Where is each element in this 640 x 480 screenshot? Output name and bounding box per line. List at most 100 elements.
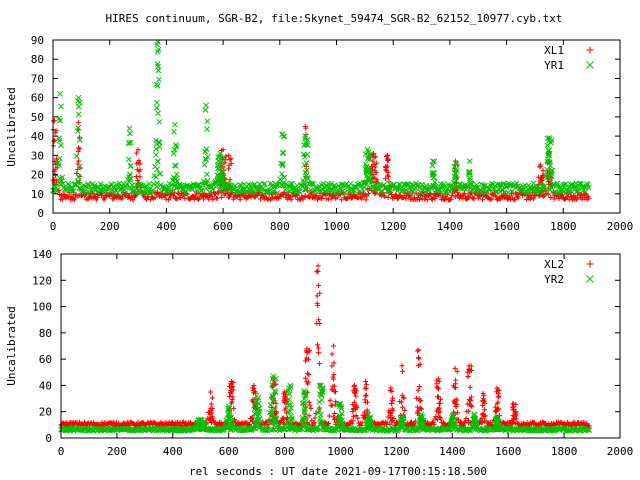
data-point <box>137 174 143 180</box>
data-point <box>144 197 150 203</box>
data-point <box>540 189 546 196</box>
data-point <box>153 183 160 190</box>
data-point <box>417 361 423 367</box>
data-point <box>222 160 228 166</box>
data-point <box>206 196 212 202</box>
data-point <box>76 145 82 151</box>
data-point <box>478 181 485 188</box>
data-point <box>505 189 511 196</box>
data-point <box>266 418 272 425</box>
y-tick-label: 0 <box>37 207 44 220</box>
data-point <box>495 406 501 412</box>
data-point <box>201 161 208 168</box>
data-point <box>384 420 390 426</box>
data-point <box>531 196 537 202</box>
data-point <box>468 394 474 400</box>
data-point <box>306 356 312 362</box>
data-point <box>432 196 438 202</box>
data-point <box>217 150 224 157</box>
data-point <box>304 136 311 143</box>
data-point <box>482 398 488 404</box>
data-point <box>316 361 322 367</box>
data-point <box>424 197 430 203</box>
x-tick-label: 600 <box>213 220 233 233</box>
data-point <box>75 94 82 101</box>
data-point <box>305 379 311 385</box>
y-tick-label: 100 <box>32 301 52 314</box>
data-point <box>547 162 554 169</box>
data-point <box>302 124 308 129</box>
data-point <box>75 179 82 186</box>
data-point <box>338 197 344 203</box>
data-point <box>194 190 200 196</box>
data-point <box>363 163 370 170</box>
data-point <box>83 189 90 196</box>
data-point <box>446 183 453 190</box>
data-point <box>306 194 312 200</box>
data-point <box>74 178 81 184</box>
data-point <box>288 417 295 424</box>
data-point <box>132 189 139 196</box>
data-point <box>332 402 338 408</box>
data-point <box>385 152 391 158</box>
data-point <box>216 166 223 173</box>
data-point <box>311 420 317 426</box>
data-point <box>227 157 233 163</box>
data-point <box>204 171 210 178</box>
data-point <box>389 400 395 406</box>
data-point <box>302 405 308 412</box>
data-point <box>355 415 361 421</box>
data-point <box>80 182 87 189</box>
data-point <box>220 147 226 153</box>
data-point <box>288 197 294 203</box>
data-point <box>303 160 310 166</box>
data-point <box>432 179 438 186</box>
data-point <box>462 419 468 425</box>
data-point <box>94 194 100 200</box>
x-tick-label: 400 <box>163 445 183 458</box>
data-point <box>349 421 355 427</box>
data-point <box>438 396 444 402</box>
data-point <box>148 197 154 203</box>
data-point <box>385 158 391 164</box>
data-point <box>438 416 444 422</box>
data-point <box>562 181 569 187</box>
data-point <box>400 395 406 401</box>
data-point <box>192 194 198 200</box>
data-point <box>58 103 64 110</box>
data-point <box>157 170 164 177</box>
data-point <box>333 399 339 405</box>
x-tick-label: 400 <box>156 220 176 233</box>
data-point <box>310 180 317 187</box>
data-point <box>127 130 133 137</box>
data-point <box>316 407 323 414</box>
data-point <box>329 351 335 357</box>
y-tick-label: 60 <box>31 92 44 105</box>
data-point <box>228 391 234 397</box>
data-point <box>363 382 369 388</box>
x-tick-label: 2000 <box>607 445 634 458</box>
data-point <box>318 397 325 403</box>
x-tick-label: 200 <box>100 220 120 233</box>
data-point <box>296 188 303 195</box>
data-point <box>351 383 357 389</box>
data-point <box>389 388 395 394</box>
data-point <box>389 397 395 403</box>
data-point <box>314 293 320 299</box>
x-tick-label: 600 <box>219 445 239 458</box>
data-point <box>418 397 424 403</box>
data-point <box>146 180 152 187</box>
data-point <box>72 195 78 201</box>
data-point <box>401 395 407 401</box>
legend-label: YR1 <box>544 59 564 72</box>
data-point <box>169 420 175 426</box>
bottom-panel: 0 200 400 600 800 1000 1200 1400 1600 1800 2000 0 20… <box>5 248 633 458</box>
data-point <box>58 142 64 149</box>
data-point <box>301 407 308 414</box>
data-point <box>353 393 359 399</box>
data-point <box>388 385 394 391</box>
data-point <box>419 406 425 412</box>
data-point <box>209 405 215 411</box>
data-point <box>153 146 159 153</box>
data-point <box>453 404 459 410</box>
